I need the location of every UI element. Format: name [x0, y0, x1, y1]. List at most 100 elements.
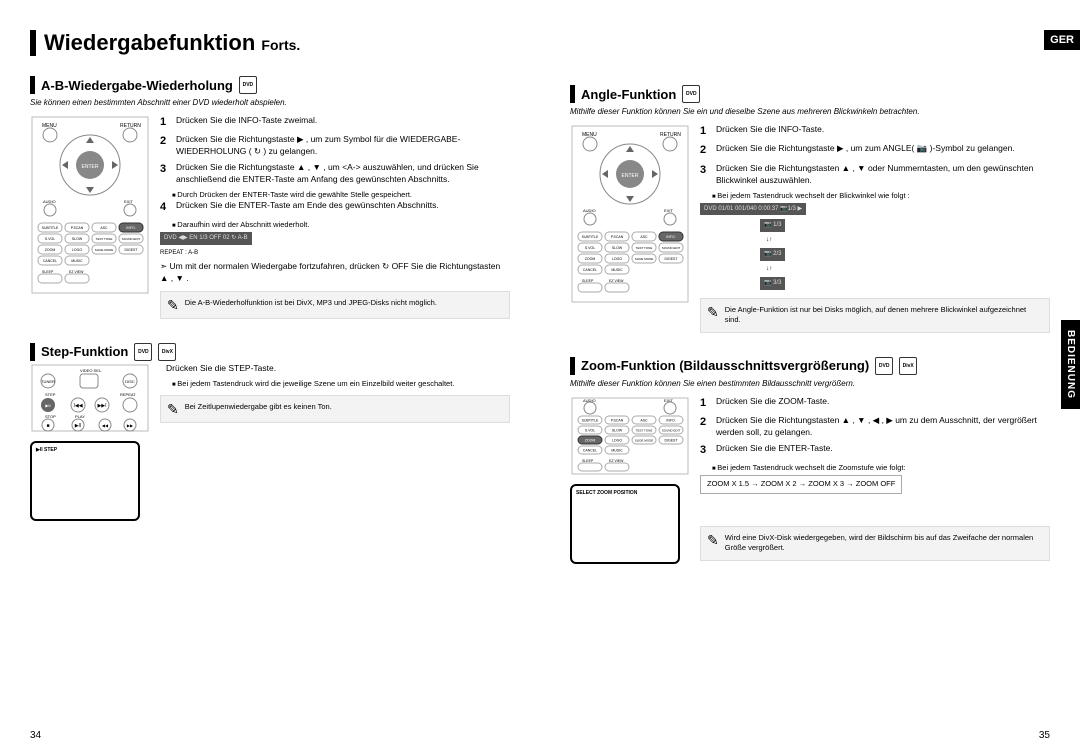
zoom-s1: Drücken Sie die ZOOM-Taste. [716, 396, 829, 411]
svg-text:SLOW: SLOW [612, 428, 623, 432]
angle-block: MENURETURN ENTER AUDIO EXIT SUBTITLE P.S… [570, 124, 1050, 339]
svg-text:TEST TONE: TEST TONE [96, 237, 113, 241]
step-tip: ✎ Bei Zeitlupenwiedergabe gibt es keinen… [160, 395, 510, 423]
angle-tip-text: Die Angle-Funktion ist nur bei Disks mög… [725, 305, 1043, 326]
svg-text:CANCEL: CANCEL [43, 259, 57, 263]
svg-text:S.VOL: S.VOL [585, 246, 595, 250]
svg-text:DIGEST: DIGEST [124, 248, 138, 252]
svg-text:SLIDE MODE: SLIDE MODE [95, 248, 114, 252]
svg-text:ASC: ASC [100, 226, 108, 230]
page-title: Wiedergabefunktion Forts. [30, 30, 510, 56]
zoom-sequence: ZOOM X 1.5 → ZOOM X 2 → ZOOM X 3 → ZOOM … [700, 475, 902, 494]
svg-text:SLEEP: SLEEP [582, 279, 594, 283]
svg-text:AUDIO: AUDIO [43, 199, 56, 204]
svg-text:SUBTITLE: SUBTITLE [582, 235, 599, 239]
zoom-tip-text: Wird eine DivX-Disk wiedergegeben, wird … [725, 533, 1043, 554]
section-ab-heading: A-B-Wiedergabe-Wiederholung DVD [30, 76, 510, 94]
svg-text:S.VOL: S.VOL [45, 237, 55, 241]
disc-icon-divx: DivX [899, 357, 917, 375]
svg-text:S.VOL: S.VOL [585, 428, 595, 432]
svg-text:SOUND EDIT: SOUND EDIT [122, 237, 141, 241]
zoom-heading-text: Zoom-Funktion (Bildausschnittsvergrößeru… [581, 358, 869, 373]
remote-diagram-step: VIDEO SEL. TUNER DISC STEPREPEAT ▶II I◀◀… [30, 363, 150, 521]
tv-screen-zoom: SELECT ZOOM POSITION [570, 484, 680, 564]
ab-tip: ✎ Die A-B-Wiederholfunktion ist bei DivX… [160, 291, 510, 319]
angle-osd3: 📷 3/3 [760, 277, 785, 290]
side-tab: BEDIENUNG [1061, 320, 1080, 409]
ab-osd: DVD ◀▶ EN 1/3 OFF 02 ↻ A-B [160, 232, 252, 244]
svg-text:SUBTITLE: SUBTITLE [582, 418, 599, 422]
zoom-desc: Mithilfe dieser Funktion können Sie eine… [570, 379, 1050, 388]
remote-diagram-zoom: AUDIO EXIT SUBTITLE P.SCAN ASC INFO. S.V… [570, 396, 690, 567]
angle-tip: ✎ Die Angle-Funktion ist nur bei Disks m… [700, 298, 1050, 333]
step-s1-note: Bei jedem Tastendruck wird die jeweilige… [160, 379, 510, 390]
svg-text:INFO.: INFO. [666, 418, 675, 422]
angle-heading-text: Angle-Funktion [581, 87, 676, 102]
section-zoom-heading: Zoom-Funktion (Bildausschnittsvergrößeru… [570, 357, 1050, 375]
svg-text:DIGEST: DIGEST [664, 257, 678, 261]
angle-s2: Drücken Sie die Richtungstaste ▶ , um zu… [716, 143, 1015, 158]
svg-text:▶II: ▶II [75, 423, 82, 429]
angle-osd1: 📷 1/3 [760, 219, 785, 232]
svg-text:EXIT: EXIT [124, 199, 133, 204]
svg-text:MUSIC: MUSIC [611, 448, 623, 452]
svg-text:P.SCAN: P.SCAN [611, 418, 624, 422]
svg-text:SOUND EDIT: SOUND EDIT [662, 428, 681, 432]
svg-text:EXIT: EXIT [664, 398, 673, 403]
svg-text:SLEEP: SLEEP [42, 270, 54, 274]
step-s1: Drücken Sie die STEP-Taste. [166, 363, 276, 375]
svg-text:ASC: ASC [640, 418, 648, 422]
svg-text:P.SCAN: P.SCAN [611, 235, 624, 239]
svg-text:CANCEL: CANCEL [583, 268, 597, 272]
svg-text:ENTER: ENTER [82, 164, 99, 170]
zoom-steps: 1Drücken Sie die ZOOM-Taste. 2Drücken Si… [700, 396, 1050, 567]
tv-screen-step: ▶II STEP [30, 441, 140, 521]
svg-text:TEST TONE: TEST TONE [636, 246, 653, 250]
svg-text:LOGO: LOGO [612, 438, 622, 442]
note-icon: ✎ [167, 402, 179, 416]
note-icon: ✎ [707, 305, 719, 319]
angle-steps: 1Drücken Sie die INFO-Taste. 2Drücken Si… [700, 124, 1050, 339]
svg-text:EZ VIEW: EZ VIEW [609, 459, 624, 463]
svg-text:MUSIC: MUSIC [611, 268, 623, 272]
svg-text:■: ■ [46, 423, 49, 429]
svg-text:EZ VIEW: EZ VIEW [69, 270, 84, 274]
zoom-s2: Drücken Sie die Richtungstasten ▲ , ▼ , … [716, 415, 1050, 439]
zoom-s3: Drücken Sie die ENTER-Taste. [716, 443, 833, 458]
angle-s3: Drücken Sie die Richtungstasten ▲ , ▼ od… [716, 163, 1050, 187]
page-left: Wiedergabefunktion Forts. A-B-Wiedergabe… [0, 0, 540, 753]
svg-text:TEST TONE: TEST TONE [636, 428, 653, 432]
zoom-tv-label: SELECT ZOOM POSITION [576, 490, 637, 496]
svg-text:INFO.: INFO. [126, 226, 135, 230]
svg-text:ASC: ASC [640, 235, 648, 239]
step-block: VIDEO SEL. TUNER DISC STEPREPEAT ▶II I◀◀… [30, 363, 510, 521]
svg-text:LOGO: LOGO [612, 257, 622, 261]
svg-text:DIGEST: DIGEST [664, 438, 678, 442]
title-main: Wiedergabefunktion [44, 30, 255, 55]
svg-text:SLOW: SLOW [612, 246, 623, 250]
svg-text:▶II: ▶II [45, 403, 50, 408]
disc-icon-dvd: DVD [239, 76, 257, 94]
angle-s3-note: Bei jedem Tastendruck wechselt der Blick… [700, 191, 1050, 202]
svg-text:CANCEL: CANCEL [583, 448, 597, 452]
svg-text:STEP: STEP [45, 392, 56, 397]
disc-icon-dvd: DVD [682, 85, 700, 103]
ab-block: MENU RETURN ENTER AUDIO EXIT SUBTITLE [30, 115, 510, 325]
note-icon: ✎ [167, 298, 179, 312]
disc-icon-dvd: DVD [134, 343, 152, 361]
svg-text:SUBTITLE: SUBTITLE [42, 226, 59, 230]
svg-text:PLAY: PLAY [75, 414, 85, 419]
ab-osd-label: REPEAT : A-B [160, 249, 510, 257]
ab-heading-text: A-B-Wiedergabe-Wiederholung [41, 78, 233, 93]
svg-text:▶▶I: ▶▶I [97, 403, 106, 409]
svg-text:TUNER: TUNER [41, 379, 55, 384]
svg-text:VIDEO SEL.: VIDEO SEL. [80, 368, 102, 373]
svg-text:LOGO: LOGO [72, 248, 82, 252]
svg-text:SLOW: SLOW [72, 237, 83, 241]
svg-text:REPEAT: REPEAT [120, 392, 136, 397]
remote-diagram-angle: MENURETURN ENTER AUDIO EXIT SUBTITLE P.S… [570, 124, 690, 339]
svg-text:P.SCAN: P.SCAN [71, 226, 84, 230]
ab-resume: Um mit der normalen Wiedergabe fortzufah… [160, 261, 510, 285]
svg-text:SLIDE MODE: SLIDE MODE [635, 257, 654, 261]
ab-step3: Drücken Sie die Richtungstaste ▲ , ▼ , u… [176, 162, 510, 186]
